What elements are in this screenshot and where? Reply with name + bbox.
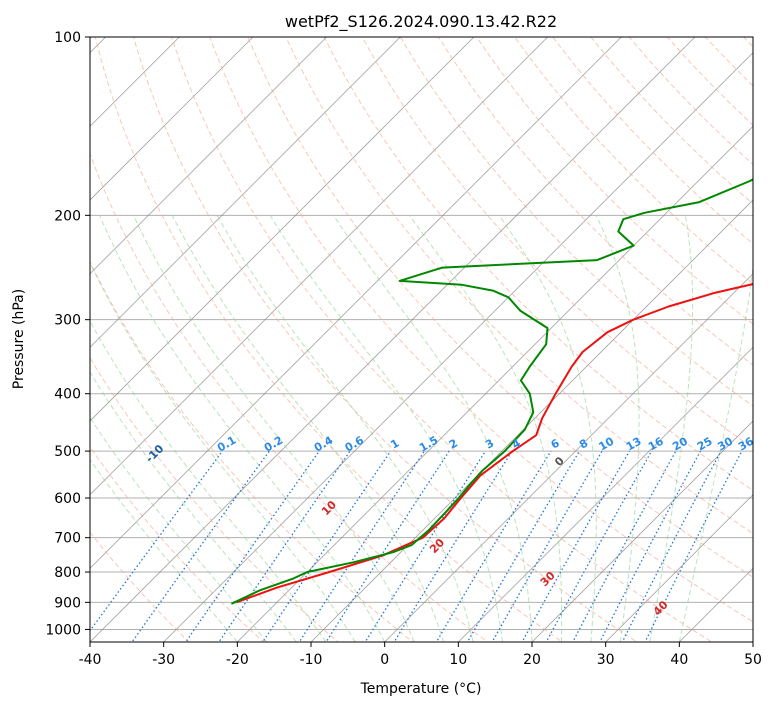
y-tick-label: 700 xyxy=(54,531,81,547)
isotherm-line xyxy=(90,37,401,348)
y-tick-label: 400 xyxy=(54,387,81,403)
mixing-ratio-line xyxy=(393,450,513,642)
y-axis-title: Pressure (hPa) xyxy=(11,289,27,389)
dry-adiabat-line xyxy=(209,37,753,623)
mixing-ratio-line xyxy=(325,450,450,642)
moist-adiabat-line xyxy=(408,215,563,642)
dry-adiabat-line xyxy=(437,37,753,366)
x-axis: -40 -30 -20 -10 0 10 20 30 40 50 xyxy=(79,642,762,668)
dry-adiabat-line xyxy=(90,356,339,642)
dry-adiabat-line xyxy=(171,37,713,642)
x-tick-label: -10 xyxy=(300,652,323,668)
y-tick-label: 500 xyxy=(54,444,81,460)
dry-adiabat-line xyxy=(247,37,753,578)
moist-adiabat-line xyxy=(269,215,503,642)
moist-adiabat-line xyxy=(498,215,597,642)
mixing-ratio-line xyxy=(599,450,702,642)
adiabat-lines xyxy=(90,37,753,642)
mixing-ratio-line xyxy=(435,450,552,642)
isotherm-line xyxy=(531,420,753,642)
plot-frame xyxy=(89,36,754,643)
dry-adiabat-line xyxy=(90,531,190,642)
isotherm-line xyxy=(458,346,753,642)
x-tick-label: 50 xyxy=(744,652,762,668)
y-tick-label: 200 xyxy=(54,208,81,224)
isotherm-line xyxy=(237,125,753,642)
x-tick-label: -40 xyxy=(79,652,102,668)
moist-adiabat-line xyxy=(90,416,268,642)
dry-adiabat-line xyxy=(399,37,753,407)
isotherm-line xyxy=(163,52,753,642)
isotherm-line xyxy=(90,37,254,201)
mixing-ratio-label: 36 xyxy=(736,434,756,453)
moist-adiabat-line xyxy=(90,261,356,642)
x-tick-label: 40 xyxy=(670,652,688,668)
moist-adiabat-line xyxy=(90,320,327,642)
isotherm-line xyxy=(90,37,696,642)
dry-adiabat-line xyxy=(90,152,489,642)
moist-adiabat-line xyxy=(595,215,640,642)
mixing-ratio-line xyxy=(572,450,677,642)
series-lines xyxy=(230,178,753,605)
moist-adiabat-line xyxy=(649,215,694,642)
x-tick-label: 30 xyxy=(597,652,615,668)
y-tick-label: 300 xyxy=(54,313,81,329)
dry-adiabat-line xyxy=(90,260,414,642)
moist-adiabat-line xyxy=(678,264,753,642)
mixing-ratio-line xyxy=(262,450,392,642)
mixing-ratio-line xyxy=(298,450,425,642)
mixing-ratio-line xyxy=(545,450,653,642)
temperature-profile-line xyxy=(236,283,753,604)
isotherm-line xyxy=(90,37,548,496)
mixing-ratio-line xyxy=(131,450,270,642)
y-tick-label: 1000 xyxy=(45,622,81,638)
x-axis-title: Temperature (°C) xyxy=(360,681,482,697)
isotherm-line xyxy=(90,37,327,275)
y-tick-label: 100 xyxy=(54,30,81,46)
moist-adiabat-line xyxy=(90,458,238,642)
mixing-ratio-line xyxy=(491,450,603,642)
y-tick-label: 600 xyxy=(54,491,81,507)
x-tick-label: 0 xyxy=(380,652,389,668)
moist-adiabat-line xyxy=(99,215,386,642)
x-tick-label: 20 xyxy=(523,652,541,668)
isotherm-line xyxy=(90,37,475,422)
dry-adiabat-line xyxy=(132,37,638,642)
dry-adiabat-line xyxy=(323,37,753,491)
plot-area: -100-90-80-70-60-50-40-30-20-10010203040… xyxy=(90,37,756,642)
isotherm-line xyxy=(90,37,622,569)
isotherm-line xyxy=(384,273,753,642)
x-tick-label: 10 xyxy=(449,652,467,668)
moist-adiabat-line xyxy=(90,370,297,642)
mixing-ratio-line xyxy=(218,450,351,642)
dry-adiabat-line xyxy=(94,37,564,642)
moist-adiabat-line xyxy=(171,215,445,642)
isotherm-line xyxy=(605,494,753,642)
mixing-ratio-line xyxy=(364,450,486,642)
x-tick-label: -30 xyxy=(152,652,175,668)
y-tick-label: 800 xyxy=(54,565,81,581)
grid-lines xyxy=(90,37,753,642)
x-tick-label: -20 xyxy=(226,652,249,668)
dewpoint-profile-line xyxy=(230,178,753,605)
mixing-ratio-line xyxy=(466,450,580,642)
isotherm-line xyxy=(310,199,753,642)
y-axis: 100 200 300 400 500 600 700 800 900 1000 xyxy=(45,30,90,638)
moist-adiabat-line xyxy=(133,215,415,642)
chart-title: wetPf2_S126.2024.090.13.42.R22 xyxy=(285,12,557,32)
y-tick-label: 900 xyxy=(54,595,81,611)
dry-adiabat-line xyxy=(90,446,265,642)
